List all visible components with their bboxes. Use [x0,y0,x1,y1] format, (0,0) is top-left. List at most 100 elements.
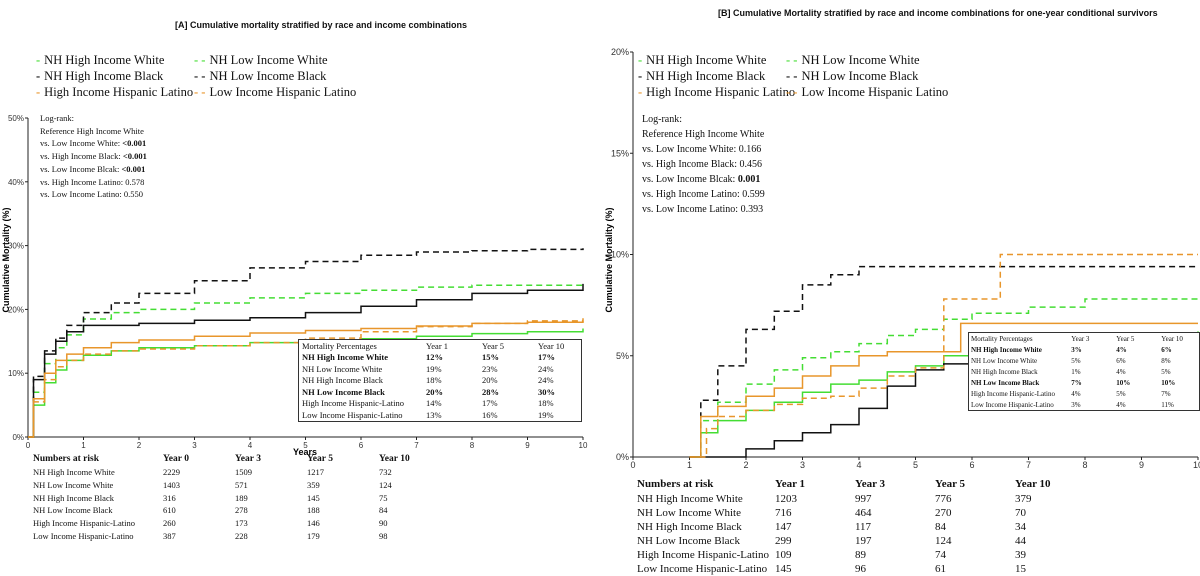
logrank-pvalue: 0.393 [740,204,764,215]
y-tick-label: 0% [616,452,629,462]
risk-cell: 39 [1014,549,1026,561]
x-axis-label: Years [293,447,317,457]
mortality-cell: NH Low Income White [302,363,383,374]
mortality-header-cell: Year 5 [482,340,505,351]
mortality-table-a: Mortality Percentages Year 1 Year 5 Year 10… [298,339,582,422]
risk-cell: 1403 [163,480,180,491]
mortality-cell: 1% [1071,367,1081,376]
logrank-label: vs. Low Income White: [642,144,739,155]
mortality-cell: NH High Income Black [971,367,1038,376]
logrank-pvalue: 0.001 [737,174,761,185]
mortality-cell: 17% [482,398,498,409]
legend-item-low-income-hispanic-latino: - - Low Income Hispanic Latino [194,84,356,100]
series-line-low-income-hispanic-latino-b [689,253,1198,458]
legend-label: NH High Income White [44,53,165,67]
legend-item-high-income-hispanic-latino: - High Income Hispanic Latino [36,84,193,100]
mortality-cell: 30% [538,386,555,397]
risk-cell: NH High Income White [33,467,115,478]
legend-item-nh-low-income-black: - - NH Low Income Black [786,68,918,84]
mortality-row: NH High Income Black 18% 20% 24% [299,375,581,387]
mortality-cell: NH Low Income Black [302,386,385,397]
logrank-label: vs. Low Income Blcak: [40,163,122,174]
chart-title-a: [A] Cumulative mortality stratified by r… [175,20,468,30]
risk-row: NH Low Income Black 610 278 188 84 [30,504,432,517]
mortality-cell: 10% [1161,378,1176,387]
y-tick-label: 30% [8,242,24,251]
mortality-cell: 13% [426,409,442,420]
legend-swatch: - - [786,53,798,67]
legend-label: NH Low Income White [209,53,328,67]
logrank-pvalue: <0.001 [122,138,147,149]
x-tick-label: 5 [303,441,308,450]
logrank-reference: Reference High Income White [642,129,765,140]
logrank-row: vs. Low Income Latino: 0.393 [642,202,765,217]
logrank-pvalue: 0.599 [742,189,765,200]
x-tick-label: 2 [137,441,142,450]
mortality-cell: 10% [1116,378,1131,387]
x-tick-label: 2 [743,460,748,470]
risk-table-a: Numbers at risk Year 0 Year 3 Year 5 Year 10… [30,452,432,542]
mortality-header-cell: Year 3 [1071,334,1090,343]
mortality-row: High Income Hispanic-Latino 14% 17% 18% [299,398,581,410]
legend-swatch: - - [786,85,798,99]
mortality-cell: 4% [1116,345,1127,354]
legend-label: NH High Income Black [44,69,164,83]
risk-cell: 34 [1014,521,1026,533]
legend-label: NH Low Income Black [801,69,919,83]
legend-item-nh-high-income-white: - NH High Income White [638,52,766,68]
mortality-cell: High Income Hispanic-Latino [971,389,1055,398]
risk-cell: 147 [774,521,792,533]
risk-cell: 145 [774,563,792,575]
risk-header-cell: Numbers at risk [637,478,714,490]
risk-cell: 189 [235,492,248,503]
risk-header-cell: Year 10 [1014,478,1051,490]
legend-swatch: - [638,53,643,67]
mortality-cell: 11% [1161,400,1174,409]
logrank-pvalue: 0.550 [123,189,143,200]
mortality-cell: 5% [1161,367,1171,376]
logrank-pvalue: 0.456 [739,159,762,170]
mortality-cell: NH High Income White [302,352,389,363]
legend-label: Low Income Hispanic Latino [801,85,949,99]
risk-cell: 84 [379,505,388,516]
legend-swatch: - [638,69,643,83]
risk-cell: 359 [307,480,320,491]
y-tick-label: 20% [8,305,24,314]
x-tick-label: 6 [359,441,364,450]
mortality-cell: 18% [538,398,554,409]
logrank-pvalue: 0.578 [125,176,145,187]
x-tick-label: 10 [579,441,588,450]
mortality-row: High Income Hispanic-Latino 4% 5% 7% [969,388,1199,399]
legend-swatch: - - [194,85,206,99]
risk-header-cell: Year 5 [307,454,333,464]
risk-cell: 732 [379,467,392,478]
mortality-cell: 16% [482,409,498,420]
mortality-row: NH High Income Black 1% 4% 5% [969,366,1199,377]
mortality-header-cell: Year 10 [538,340,565,351]
mortality-cell: 28% [482,386,499,397]
legend-swatch: - - [194,53,206,67]
mortality-row: Low Income Hispanic-Latino 3% 4% 11% [969,399,1199,410]
mortality-header-row: Mortality Percentages Year 3 Year 5 Year 10 [969,333,1199,344]
risk-cell: 571 [235,480,248,491]
logrank-label: vs. Low Income Latino: [40,189,124,200]
legend-label: NH High Income Black [646,69,766,83]
y-tick-label: 20% [611,47,629,57]
risk-cell: 776 [934,493,952,505]
risk-header-cell: Year 3 [854,478,886,490]
mortality-cell: 6% [1161,345,1172,354]
x-tick-label: 3 [192,441,197,450]
risk-cell: 387 [163,530,176,541]
risk-header-cell: Year 0 [163,454,189,464]
legend-label: High Income Hispanic Latino [646,85,796,99]
mortality-cell: 18% [426,375,442,386]
mortality-header-cell: Mortality Percentages [302,340,377,351]
risk-row: NH Low Income White 1403 571 359 124 [30,479,432,492]
risk-cell: NH High Income Black [637,521,742,533]
mortality-cell: 20% [426,386,443,397]
risk-cell: 15 [1014,563,1026,575]
x-tick-label: 3 [800,460,805,470]
risk-cell: NH High Income Black [33,492,114,503]
mortality-cell: 5% [1071,356,1081,365]
plot-b: 0% 5% 10% 15% 20% 0 1 2 3 4 5 6 7 8 9 10 Cumulative Mort… [604,47,1200,470]
